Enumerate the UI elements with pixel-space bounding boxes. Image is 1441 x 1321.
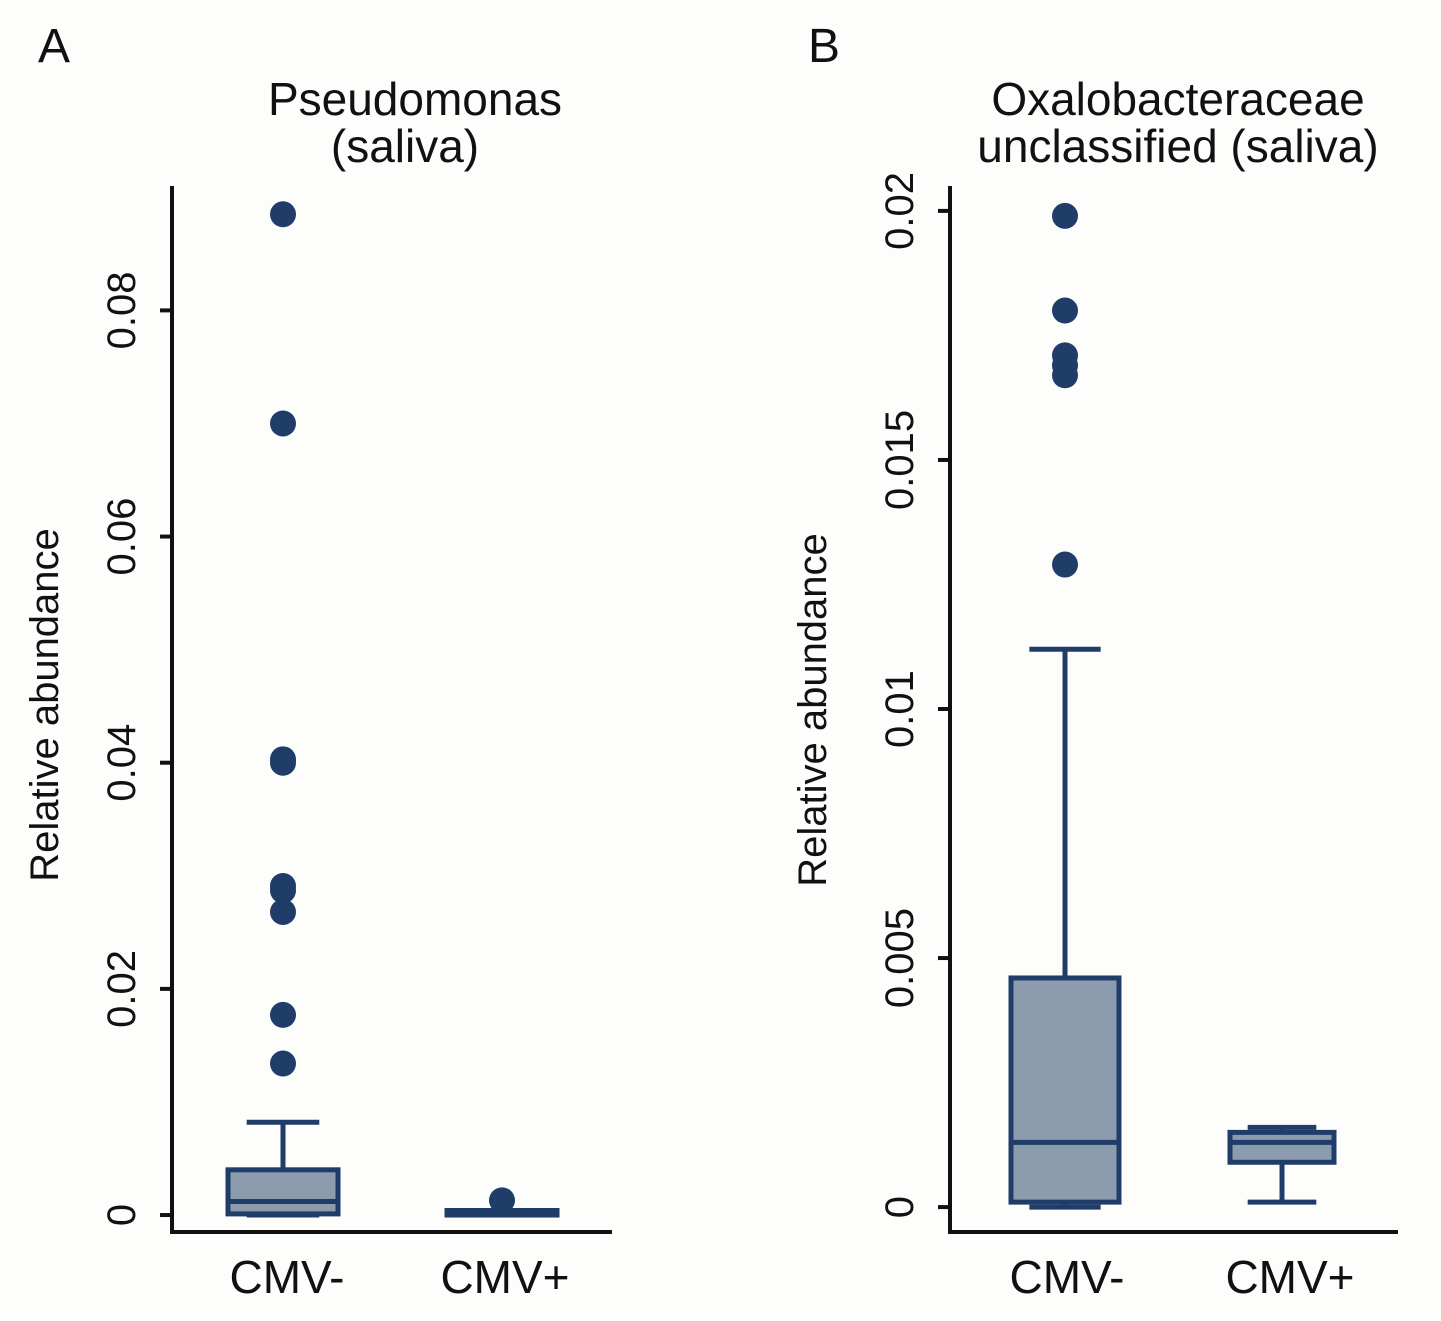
box-group-CMV- [225,201,341,1218]
y-tick-label: 0.005 [878,908,922,1008]
y-tick-label: 0.01 [878,670,922,748]
y-tick-label: 0.02 [878,172,922,250]
panel-a: A Pseudomonas (saliva) Relative abundanc… [23,20,612,1303]
outlier-point [270,410,296,437]
panel-b: B Oxalobacteraceae unclassified (saliva)… [791,20,1398,1303]
x-category-label: CMV+ [440,1251,569,1303]
outlier-point [270,1001,296,1028]
outlier-point [1052,551,1078,578]
outlier-point [270,877,296,904]
y-tick-label: 0.04 [100,724,144,802]
y-tick-label: 0.02 [100,950,144,1028]
y-axis-label: Relative abundance [23,528,67,882]
y-axis-label: Relative abundance [791,533,835,887]
y-tick-label: 0 [878,1196,922,1218]
box-group-CMV+ [444,1187,560,1218]
x-category-label: CMV+ [1225,1251,1354,1303]
box-marks [1008,202,1337,1210]
outlier-point [270,1050,296,1077]
outlier-point [270,749,296,776]
y-tick-label: 0.08 [100,271,144,349]
chart-title-line-1: Oxalobacteraceae [991,73,1364,125]
y-tick-label: 0.06 [100,498,144,576]
panel-letter: B [808,20,840,73]
outlier-point [489,1187,515,1214]
outlier-point [1052,362,1078,389]
panel-letter: A [38,20,70,73]
chart-title-line-1: Pseudomonas [268,73,562,125]
chart-title-line-2: (saliva) [331,120,479,172]
box-iqr [1008,975,1122,1205]
y-tick-label: 0.015 [878,410,922,510]
y-ticks: 0 0.02 0.04 0.06 0.08 [100,271,172,1226]
box-group-CMV- [1008,202,1122,1210]
outlier-point [270,201,296,228]
box-iqr [225,1167,341,1217]
x-category-label: CMV- [1010,1251,1125,1303]
outlier-point [1052,297,1078,324]
box-iqr [1227,1129,1337,1165]
outlier-point [1052,202,1078,229]
box-marks [225,201,560,1218]
box-group-CMV+ [1227,1124,1337,1205]
y-ticks: 0 0.005 0.01 0.015 0.02 [878,172,950,1218]
y-tick-label: 0 [100,1204,144,1226]
outlier-point [270,898,296,925]
x-category-label: CMV- [230,1251,345,1303]
chart-title-line-2: unclassified (saliva) [977,120,1378,172]
